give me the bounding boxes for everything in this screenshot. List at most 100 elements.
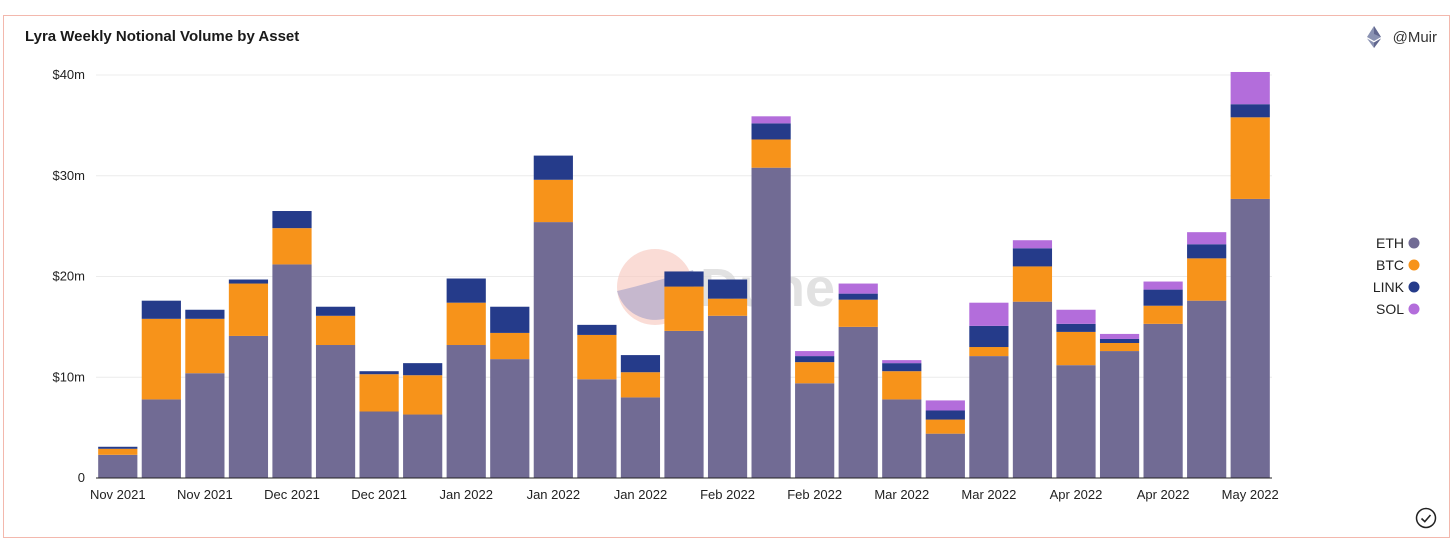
bar-eth-4[interactable] <box>272 264 312 478</box>
bar-btc-6[interactable] <box>359 374 399 412</box>
author-badge[interactable]: @Muir <box>1366 26 1437 48</box>
bar-link-17[interactable] <box>838 293 878 300</box>
bar-btc-2[interactable] <box>185 318 225 374</box>
bar-sol-25[interactable] <box>1187 232 1227 245</box>
bar-eth-7[interactable] <box>403 414 443 478</box>
bar-btc-14[interactable] <box>707 298 748 316</box>
bar-link-24[interactable] <box>1143 289 1183 306</box>
check-circle-icon[interactable] <box>1415 507 1437 529</box>
bar-link-9[interactable] <box>490 306 530 333</box>
bar-link-3[interactable] <box>228 279 269 284</box>
bar-link-18[interactable] <box>882 363 922 372</box>
bar-link-12[interactable] <box>620 355 661 373</box>
bar-link-5[interactable] <box>315 306 356 316</box>
bar-eth-8[interactable] <box>446 345 486 478</box>
bar-btc-26[interactable] <box>1230 117 1270 199</box>
bar-eth-12[interactable] <box>620 397 661 478</box>
bar-link-8[interactable] <box>446 278 486 303</box>
bar-btc-13[interactable] <box>664 286 704 331</box>
bar-link-23[interactable] <box>1099 338 1140 343</box>
bar-eth-3[interactable] <box>228 335 269 478</box>
bar-link-6[interactable] <box>359 371 399 375</box>
bar-sol-17[interactable] <box>838 283 878 294</box>
bar-sol-26[interactable] <box>1230 71 1270 105</box>
bar-btc-1[interactable] <box>141 318 181 400</box>
bar-btc-15[interactable] <box>751 139 791 168</box>
bar-btc-19[interactable] <box>925 419 965 434</box>
legend-item-sol[interactable]: SOL <box>1376 301 1420 317</box>
bar-eth-19[interactable] <box>925 433 965 478</box>
bar-btc-24[interactable] <box>1143 305 1183 324</box>
bar-sol-23[interactable] <box>1099 333 1140 339</box>
bar-sol-16[interactable] <box>795 351 835 357</box>
bar-btc-16[interactable] <box>795 362 835 384</box>
bar-link-1[interactable] <box>141 300 181 319</box>
bar-eth-17[interactable] <box>838 326 878 479</box>
bar-eth-18[interactable] <box>882 399 922 478</box>
bar-btc-12[interactable] <box>620 372 661 398</box>
bar-link-7[interactable] <box>403 363 443 376</box>
bar-eth-24[interactable] <box>1143 323 1183 478</box>
bar-eth-22[interactable] <box>1056 365 1096 478</box>
legend-swatch <box>1408 281 1420 293</box>
bar-eth-14[interactable] <box>707 315 748 478</box>
bar-link-22[interactable] <box>1056 323 1096 332</box>
bar-btc-4[interactable] <box>272 228 312 265</box>
bar-link-20[interactable] <box>969 325 1009 348</box>
legend-item-btc[interactable]: BTC <box>1376 257 1420 273</box>
bar-link-10[interactable] <box>533 155 573 180</box>
bar-link-14[interactable] <box>707 279 748 299</box>
bar-btc-20[interactable] <box>969 347 1009 357</box>
bar-btc-0[interactable] <box>98 448 138 455</box>
bar-link-4[interactable] <box>272 211 312 229</box>
legend-item-eth[interactable]: ETH <box>1376 235 1420 251</box>
bar-eth-13[interactable] <box>664 330 704 478</box>
bar-btc-3[interactable] <box>228 283 269 336</box>
bar-eth-25[interactable] <box>1187 300 1227 478</box>
bar-link-21[interactable] <box>1012 248 1053 267</box>
legend-item-link[interactable]: LINK <box>1373 279 1420 295</box>
bar-btc-8[interactable] <box>446 302 486 346</box>
bar-eth-9[interactable] <box>490 359 530 478</box>
bar-btc-10[interactable] <box>533 179 573 223</box>
bar-btc-18[interactable] <box>882 371 922 400</box>
bar-sol-22[interactable] <box>1056 309 1096 324</box>
bar-btc-9[interactable] <box>490 332 530 360</box>
bar-eth-23[interactable] <box>1099 351 1140 478</box>
bar-link-13[interactable] <box>664 271 704 287</box>
bar-sol-24[interactable] <box>1143 281 1183 290</box>
bar-link-16[interactable] <box>795 356 835 363</box>
bar-btc-7[interactable] <box>403 375 443 415</box>
bar-eth-16[interactable] <box>795 383 835 478</box>
bar-sol-20[interactable] <box>969 302 1009 326</box>
bar-btc-22[interactable] <box>1056 331 1096 366</box>
bar-eth-21[interactable] <box>1012 301 1053 478</box>
bar-eth-20[interactable] <box>969 356 1009 478</box>
bar-btc-5[interactable] <box>315 315 356 346</box>
bar-eth-15[interactable] <box>751 167 791 478</box>
bar-link-25[interactable] <box>1187 244 1227 259</box>
bar-link-19[interactable] <box>925 410 965 420</box>
bar-eth-10[interactable] <box>533 222 573 478</box>
bar-link-26[interactable] <box>1230 104 1270 118</box>
bar-eth-26[interactable] <box>1230 198 1270 479</box>
bar-btc-23[interactable] <box>1099 343 1140 352</box>
bar-eth-2[interactable] <box>185 373 225 478</box>
bar-eth-5[interactable] <box>315 345 356 478</box>
bar-eth-1[interactable] <box>141 399 181 478</box>
bar-btc-17[interactable] <box>838 299 878 327</box>
bar-link-11[interactable] <box>577 324 617 335</box>
bar-link-0[interactable] <box>98 446 138 449</box>
bar-btc-11[interactable] <box>577 334 617 380</box>
bar-btc-25[interactable] <box>1187 258 1227 301</box>
bar-eth-6[interactable] <box>359 411 399 479</box>
bar-link-15[interactable] <box>751 123 791 140</box>
bar-eth-0[interactable] <box>98 454 138 478</box>
bar-link-2[interactable] <box>185 309 225 319</box>
bar-sol-15[interactable] <box>751 116 791 124</box>
bar-eth-11[interactable] <box>577 379 617 478</box>
bar-sol-21[interactable] <box>1012 240 1053 249</box>
bar-btc-21[interactable] <box>1012 266 1053 302</box>
bar-sol-19[interactable] <box>925 400 965 411</box>
bar-sol-18[interactable] <box>882 360 922 364</box>
